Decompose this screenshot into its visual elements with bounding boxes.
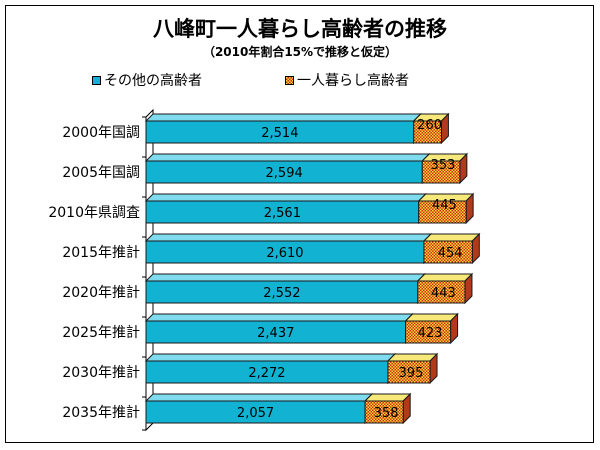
bar-other-top <box>144 153 431 162</box>
category-label: 2025年推計 <box>62 325 140 341</box>
bar-single <box>417 280 466 304</box>
category-label: 2035年推計 <box>62 405 140 421</box>
bar-single <box>423 240 473 264</box>
bar-single <box>387 360 431 384</box>
data-label-other: 2,594 <box>266 166 303 181</box>
bar-other-top <box>144 113 422 122</box>
bar-other-top <box>144 393 374 402</box>
bar-single-top <box>363 393 412 402</box>
data-label-other: 2,514 <box>261 126 298 141</box>
legend: その他の高齢者 一人暮らし高齢者 <box>92 70 512 90</box>
bar-single-top <box>386 353 439 362</box>
category-label: 2030年推計 <box>62 365 140 381</box>
chart-subtitle: （2010年割合15%で推移と仮定） <box>202 45 398 59</box>
legend-item-other: その他の高齢者 <box>92 70 202 90</box>
category-label: 2005年国調 <box>62 165 140 181</box>
bars-layer <box>144 112 481 425</box>
data-label-single: 454 <box>438 246 463 261</box>
bar-single <box>413 120 442 144</box>
data-label-other: 2,272 <box>248 366 285 381</box>
bar-single <box>364 400 404 424</box>
bar-other-top <box>144 193 427 202</box>
legend-swatch-other <box>92 75 101 85</box>
category-label: 2015年推計 <box>62 245 140 261</box>
bar-single <box>418 200 467 224</box>
bar-single <box>405 320 452 344</box>
data-label-single: 445 <box>432 198 457 213</box>
labels-layer: 2000年国調 2,514 260 2005年国調 2,594 353 2010年県調査 2,… <box>48 118 462 421</box>
category-label: 2010年県調査 <box>48 205 140 221</box>
category-label: 2020年推計 <box>62 285 140 301</box>
data-label-other: 2,552 <box>263 286 300 301</box>
legend-label-other: その他の高齢者 <box>104 73 202 89</box>
data-label-single: 423 <box>418 326 443 341</box>
chart-title: 八峰町一人暮らし高齢者の推移 <box>153 17 447 41</box>
data-label-single: 443 <box>431 286 456 301</box>
legend-item-single: 一人暮らし高齢者 <box>285 70 409 90</box>
bar-single-top <box>404 313 459 322</box>
data-label-single: 260 <box>417 118 442 133</box>
data-label-single: 358 <box>374 406 399 421</box>
category-label: 2000年国調 <box>62 125 140 141</box>
bar-single-top <box>416 273 474 282</box>
legend-swatch-single <box>285 75 294 85</box>
legend-label-single: 一人暮らし高齢者 <box>297 73 409 89</box>
bar-other-top <box>144 233 433 242</box>
data-label-other: 2,057 <box>237 406 274 421</box>
bar-other-top <box>144 273 426 282</box>
bar-other-top <box>144 353 397 362</box>
data-label-other: 2,561 <box>264 206 301 221</box>
bar-single <box>421 160 461 184</box>
bar-other-top <box>144 313 414 322</box>
data-label-single: 353 <box>431 158 456 173</box>
data-label-other: 2,437 <box>257 326 294 341</box>
data-label-other: 2,610 <box>266 246 303 261</box>
bar-single-top <box>422 233 481 242</box>
data-label-single: 395 <box>399 366 424 381</box>
